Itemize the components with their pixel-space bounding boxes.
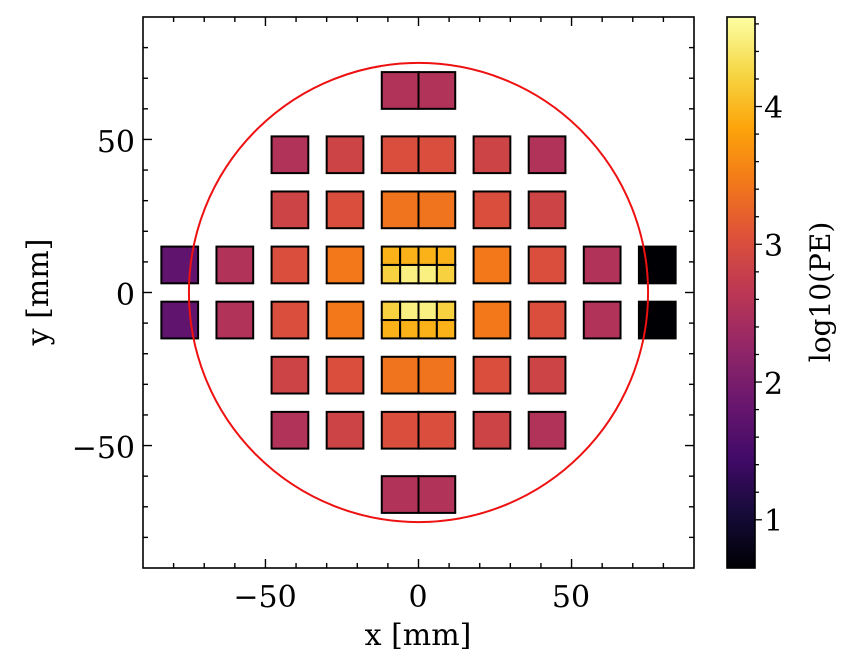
sensor-pixel <box>215 245 255 285</box>
sensor-subpixel <box>399 300 420 322</box>
sensor-pixel <box>380 71 420 110</box>
sensor-subpixel <box>417 300 438 322</box>
sensor-pixel <box>270 135 310 175</box>
sensor-pixel <box>472 300 512 340</box>
sensor-pixel <box>215 300 255 340</box>
x-axis-title: x [mm] <box>365 618 472 653</box>
sensor-subpixel <box>380 263 402 285</box>
sensor-subpixel <box>399 263 420 285</box>
sensor-subpixel <box>435 319 457 340</box>
sensor-subpixel <box>417 319 438 340</box>
subpixels-layer <box>380 245 457 340</box>
y-tick-label: −50 <box>72 431 135 466</box>
colorbar-ticks <box>755 23 762 521</box>
sensor-pixel <box>582 300 622 340</box>
sensor-pixel <box>417 190 457 230</box>
sensor-subpixel <box>435 300 457 322</box>
sensor-pixel <box>417 355 457 395</box>
plot-area <box>160 61 677 524</box>
sensor-pixel <box>325 355 365 395</box>
sensor-pixel <box>380 410 420 450</box>
x-tick-label: 50 <box>552 580 590 615</box>
sensor-pixel <box>417 410 457 450</box>
sensor-subpixel <box>380 245 402 266</box>
sensor-pixel <box>380 475 420 514</box>
sensor-subpixel <box>417 263 438 285</box>
sensor-subpixel <box>380 319 402 340</box>
sensor-pixel <box>527 410 567 450</box>
sensor-pixel <box>270 355 310 395</box>
sensor-pixel <box>472 355 512 395</box>
colorbar-tick-label: 3 <box>764 229 783 264</box>
sensor-pixel <box>472 410 512 450</box>
sensor-pixel <box>472 245 512 285</box>
sensor-pixel <box>270 410 310 450</box>
sensor-pixel <box>527 245 567 285</box>
sensor-pixel <box>417 135 457 175</box>
sensor-pixel <box>527 135 567 175</box>
colorbar <box>726 16 756 569</box>
sensor-pixel <box>417 475 457 514</box>
y-axis-title: y [mm] <box>21 239 56 347</box>
sensor-pixel <box>325 135 365 175</box>
sensor-pixel <box>325 410 365 450</box>
sensor-pixel <box>472 135 512 175</box>
sensor-pixel <box>380 190 420 230</box>
sensor-subpixel <box>435 263 457 285</box>
sensor-subpixel <box>399 245 420 266</box>
axis-ticks <box>143 17 694 568</box>
sensor-pixel <box>527 300 567 340</box>
sensor-pixel <box>270 300 310 340</box>
y-tick-label: 50 <box>97 125 135 160</box>
colorbar-tick-label: 1 <box>764 504 783 539</box>
sensor-pixel <box>270 245 310 285</box>
sensor-pixel <box>325 190 365 230</box>
sensor-subpixel <box>435 245 457 266</box>
sensor-pixel <box>582 245 622 285</box>
x-tick-label: 0 <box>408 580 427 615</box>
sensor-pixel <box>380 355 420 395</box>
sensor-pixel <box>325 245 365 285</box>
sensor-pixel <box>527 355 567 395</box>
sensor-subpixel <box>380 300 402 322</box>
sensor-pixel <box>527 190 567 230</box>
sensor-pixel <box>380 135 420 175</box>
sensor-subpixel <box>417 245 438 266</box>
pixels-layer <box>160 71 677 514</box>
sensor-pixel <box>325 300 365 340</box>
colorbar-tick-label: 4 <box>764 91 783 126</box>
colorbar-title: log10(PE) <box>804 222 837 363</box>
colorbar-tick-label: 2 <box>764 367 783 402</box>
sensor-subpixel <box>399 319 420 340</box>
boundary-circle <box>187 61 650 524</box>
sensor-pixel <box>417 71 457 110</box>
x-tick-label: −50 <box>233 580 296 615</box>
y-tick-label: 0 <box>116 278 135 313</box>
sensor-pixel <box>472 190 512 230</box>
sensor-pixel <box>270 190 310 230</box>
